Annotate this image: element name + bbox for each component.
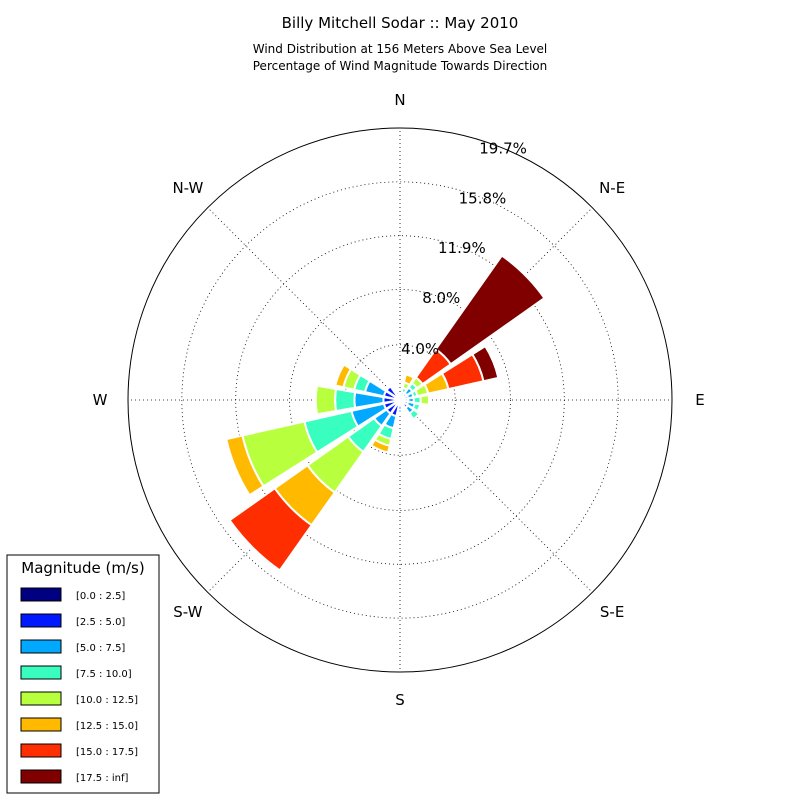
windrose-bar xyxy=(334,387,357,413)
polar-outer-circle xyxy=(127,127,673,673)
legend-swatch xyxy=(20,587,62,602)
ring-label: 19.7% xyxy=(479,140,527,158)
windrose-bar xyxy=(385,385,400,400)
windrose-bar xyxy=(394,390,400,397)
legend: Magnitude (m/s) [0.0 : 2.5] [2.5 : 5.0] [5… xyxy=(6,554,160,794)
legend-swatch xyxy=(20,717,62,732)
legend-label: [12.5 : 15.0] xyxy=(76,721,138,732)
windrose-bars xyxy=(225,254,546,572)
windrose-bar xyxy=(228,486,314,572)
windrose-bar xyxy=(419,393,430,407)
ring-gridline xyxy=(235,235,565,565)
direction-label: N-E xyxy=(599,179,625,197)
direction-labels: N N-E E S-E S S-W W N-W xyxy=(93,91,705,709)
legend-items: [0.0 : 2.5] [2.5 : 5.0] [5.0 : 7.5] [7.5 : … xyxy=(20,587,138,784)
windrose-bar xyxy=(225,434,265,497)
legend-label: [7.5 : 10.0] xyxy=(76,669,132,680)
legend-label: [2.5 : 5.0] xyxy=(76,617,125,628)
ring-label: 15.8% xyxy=(459,189,507,207)
direction-label: N-W xyxy=(172,179,203,197)
direction-label: S xyxy=(395,691,405,709)
legend-swatch xyxy=(20,613,62,628)
windrose-bar xyxy=(470,344,500,383)
windrose-bar xyxy=(334,363,353,389)
legend-label: [15.0 : 17.5] xyxy=(76,747,138,758)
chart-subtitle-line1: Wind Distribution at 156 Meters Above Se… xyxy=(253,42,548,56)
legend-label: [5.0 : 7.5] xyxy=(76,643,125,654)
ring-label: 8.0% xyxy=(422,289,460,307)
direction-label: W xyxy=(93,391,108,409)
ring-gridline xyxy=(289,289,511,511)
direction-label: S-E xyxy=(600,603,624,621)
chart-title: Billy Mitchell Sodar :: May 2010 xyxy=(282,14,519,32)
ring-gridline xyxy=(181,181,619,619)
windrose-bar xyxy=(408,408,421,421)
legend-label: [17.5 : inf] xyxy=(76,773,129,784)
legend-swatch xyxy=(20,639,62,654)
windrose-bar xyxy=(402,373,416,387)
windrose-bar xyxy=(434,254,546,366)
windrose-bar xyxy=(314,384,338,416)
direction-label: E xyxy=(695,391,704,409)
radial-gridline xyxy=(207,207,401,401)
ring-gridline xyxy=(344,344,456,456)
legend-label: [0.0 : 2.5] xyxy=(76,591,125,602)
chart-subtitle-line2: Percentage of Wind Magnitude Towards Dir… xyxy=(253,59,547,73)
legend-swatch xyxy=(20,743,62,758)
ring-label: 4.0% xyxy=(401,340,439,358)
direction-label: N xyxy=(394,91,405,109)
radial-gridline xyxy=(399,399,593,593)
legend-title: Magnitude (m/s) xyxy=(21,559,144,577)
windrose-bar xyxy=(369,438,391,454)
legend-swatch xyxy=(20,665,62,680)
legend-swatch xyxy=(20,691,62,706)
legend-swatch xyxy=(20,769,62,784)
legend-label: [10.0 : 12.5] xyxy=(76,695,138,706)
direction-label: S-W xyxy=(173,603,202,621)
ring-label: 11.9% xyxy=(438,239,486,257)
ring-labels: 4.0% 8.0% 11.9% 15.8% 19.7% xyxy=(401,140,527,358)
